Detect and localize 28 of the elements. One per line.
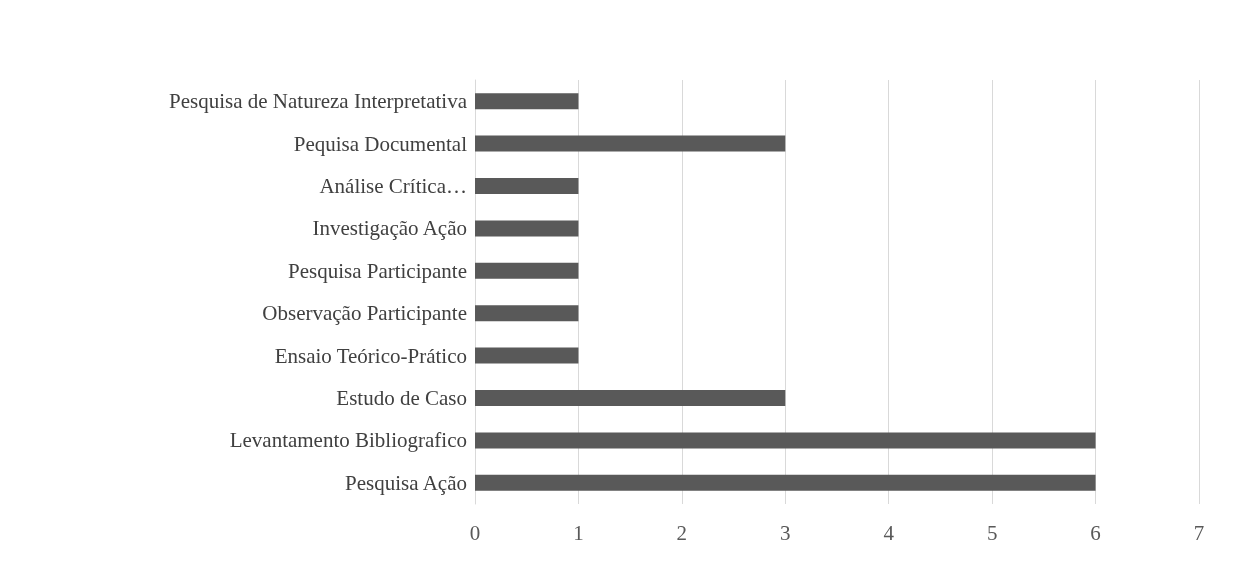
x-tick-label: 7 <box>1193 520 1205 545</box>
x-tick-label: 3 <box>780 520 791 545</box>
y-tick-label: Levantamento Bibliografico <box>229 428 467 453</box>
bar <box>475 390 786 406</box>
bar <box>475 432 1096 449</box>
bar <box>475 93 579 110</box>
x-tick-label: 4 <box>883 520 895 545</box>
y-tick-label: Pesquisa Participante <box>287 258 467 283</box>
bar <box>475 347 579 364</box>
bar <box>475 220 579 237</box>
y-tick-label: Observação Participante <box>262 301 467 326</box>
bar <box>475 305 579 322</box>
y-tick-label: Análise Crítica… <box>319 174 467 198</box>
bar <box>475 178 579 194</box>
x-tick-label: 1 <box>573 520 584 545</box>
y-tick-label: Investigação Ação <box>312 216 467 241</box>
y-tick-label: Pesquisa de Natureza Interpretativa <box>169 89 468 114</box>
y-tick-label: Pesquisa Ação <box>345 470 467 495</box>
x-tick-label: 5 <box>986 520 998 545</box>
y-tick-label: Ensaio Teórico-Prático <box>274 343 467 368</box>
bar <box>475 262 579 279</box>
bar <box>475 474 1096 491</box>
y-tick-label: Estudo de Caso <box>336 386 467 410</box>
bar <box>475 135 786 152</box>
x-tick-label: 2 <box>676 520 688 545</box>
x-tick-label: 0 <box>469 520 481 545</box>
x-tick-label: 6 <box>1090 520 1101 545</box>
y-tick-label: Pequisa Documental <box>293 131 468 156</box>
